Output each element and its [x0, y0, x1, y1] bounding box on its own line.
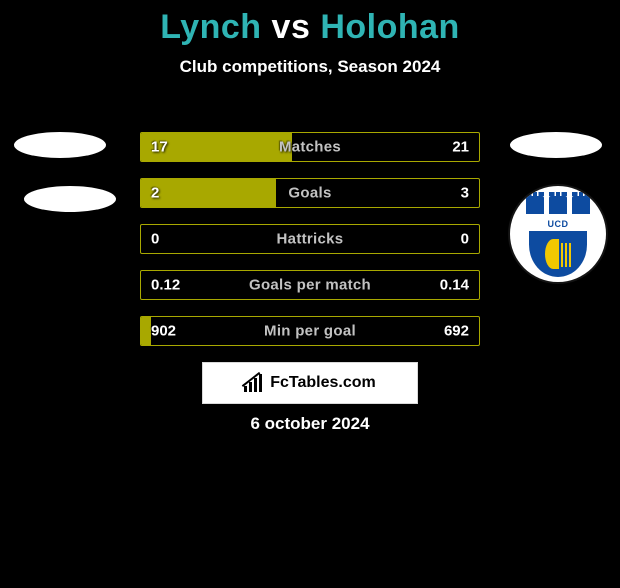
- stat-right-value: 21: [452, 139, 469, 156]
- stat-row-matches: 17 Matches 21: [140, 132, 480, 162]
- snapshot-date: 6 october 2024: [0, 414, 620, 434]
- harp-icon: [545, 239, 571, 269]
- stat-row-mpg: 902 Min per goal 692: [140, 316, 480, 346]
- crest-castles-icon: [526, 196, 590, 214]
- stat-label: Min per goal: [264, 323, 356, 340]
- stat-label: Goals: [288, 185, 331, 202]
- branding-badge[interactable]: FcTables.com: [202, 362, 418, 404]
- stat-left-value: 0: [151, 231, 159, 248]
- stats-panel: 17 Matches 21 2 Goals 3 0 Hattricks 0 0.…: [140, 132, 480, 362]
- player1-club-placeholder: [24, 186, 116, 212]
- stat-row-gpm: 0.12 Goals per match 0.14: [140, 270, 480, 300]
- stat-right-value: 3: [461, 185, 469, 202]
- stat-left-value: 17: [151, 139, 168, 156]
- crest-shield: [529, 231, 587, 277]
- stat-right-value: 0: [461, 231, 469, 248]
- stat-fill: [141, 179, 276, 207]
- player2-club-crest: UCD DUBLIN: [510, 186, 606, 282]
- bar-chart-icon: [244, 374, 264, 392]
- stat-left-value: 2: [151, 185, 159, 202]
- vs-text: vs: [272, 8, 311, 46]
- stat-left-value: 902: [151, 323, 176, 340]
- player2-badges: UCD DUBLIN: [510, 132, 606, 282]
- subtitle: Club competitions, Season 2024: [0, 57, 620, 77]
- stat-left-value: 0.12: [151, 277, 180, 294]
- stat-label: Matches: [279, 139, 341, 156]
- stat-row-hattricks: 0 Hattricks 0: [140, 224, 480, 254]
- stat-label: Hattricks: [277, 231, 344, 248]
- comparison-title: Lynch vs Holohan: [0, 8, 620, 47]
- stat-label: Goals per match: [249, 277, 371, 294]
- player1-name: Lynch: [160, 8, 261, 46]
- stat-right-value: 692: [444, 323, 469, 340]
- stat-right-value: 0.14: [440, 277, 469, 294]
- stat-fill: [141, 317, 151, 345]
- player2-name: Holohan: [320, 8, 459, 46]
- player1-badges: [14, 132, 116, 240]
- branding-text: FcTables.com: [270, 374, 376, 392]
- player2-country-placeholder: [510, 132, 602, 158]
- stat-row-goals: 2 Goals 3: [140, 178, 480, 208]
- player1-country-placeholder: [14, 132, 106, 158]
